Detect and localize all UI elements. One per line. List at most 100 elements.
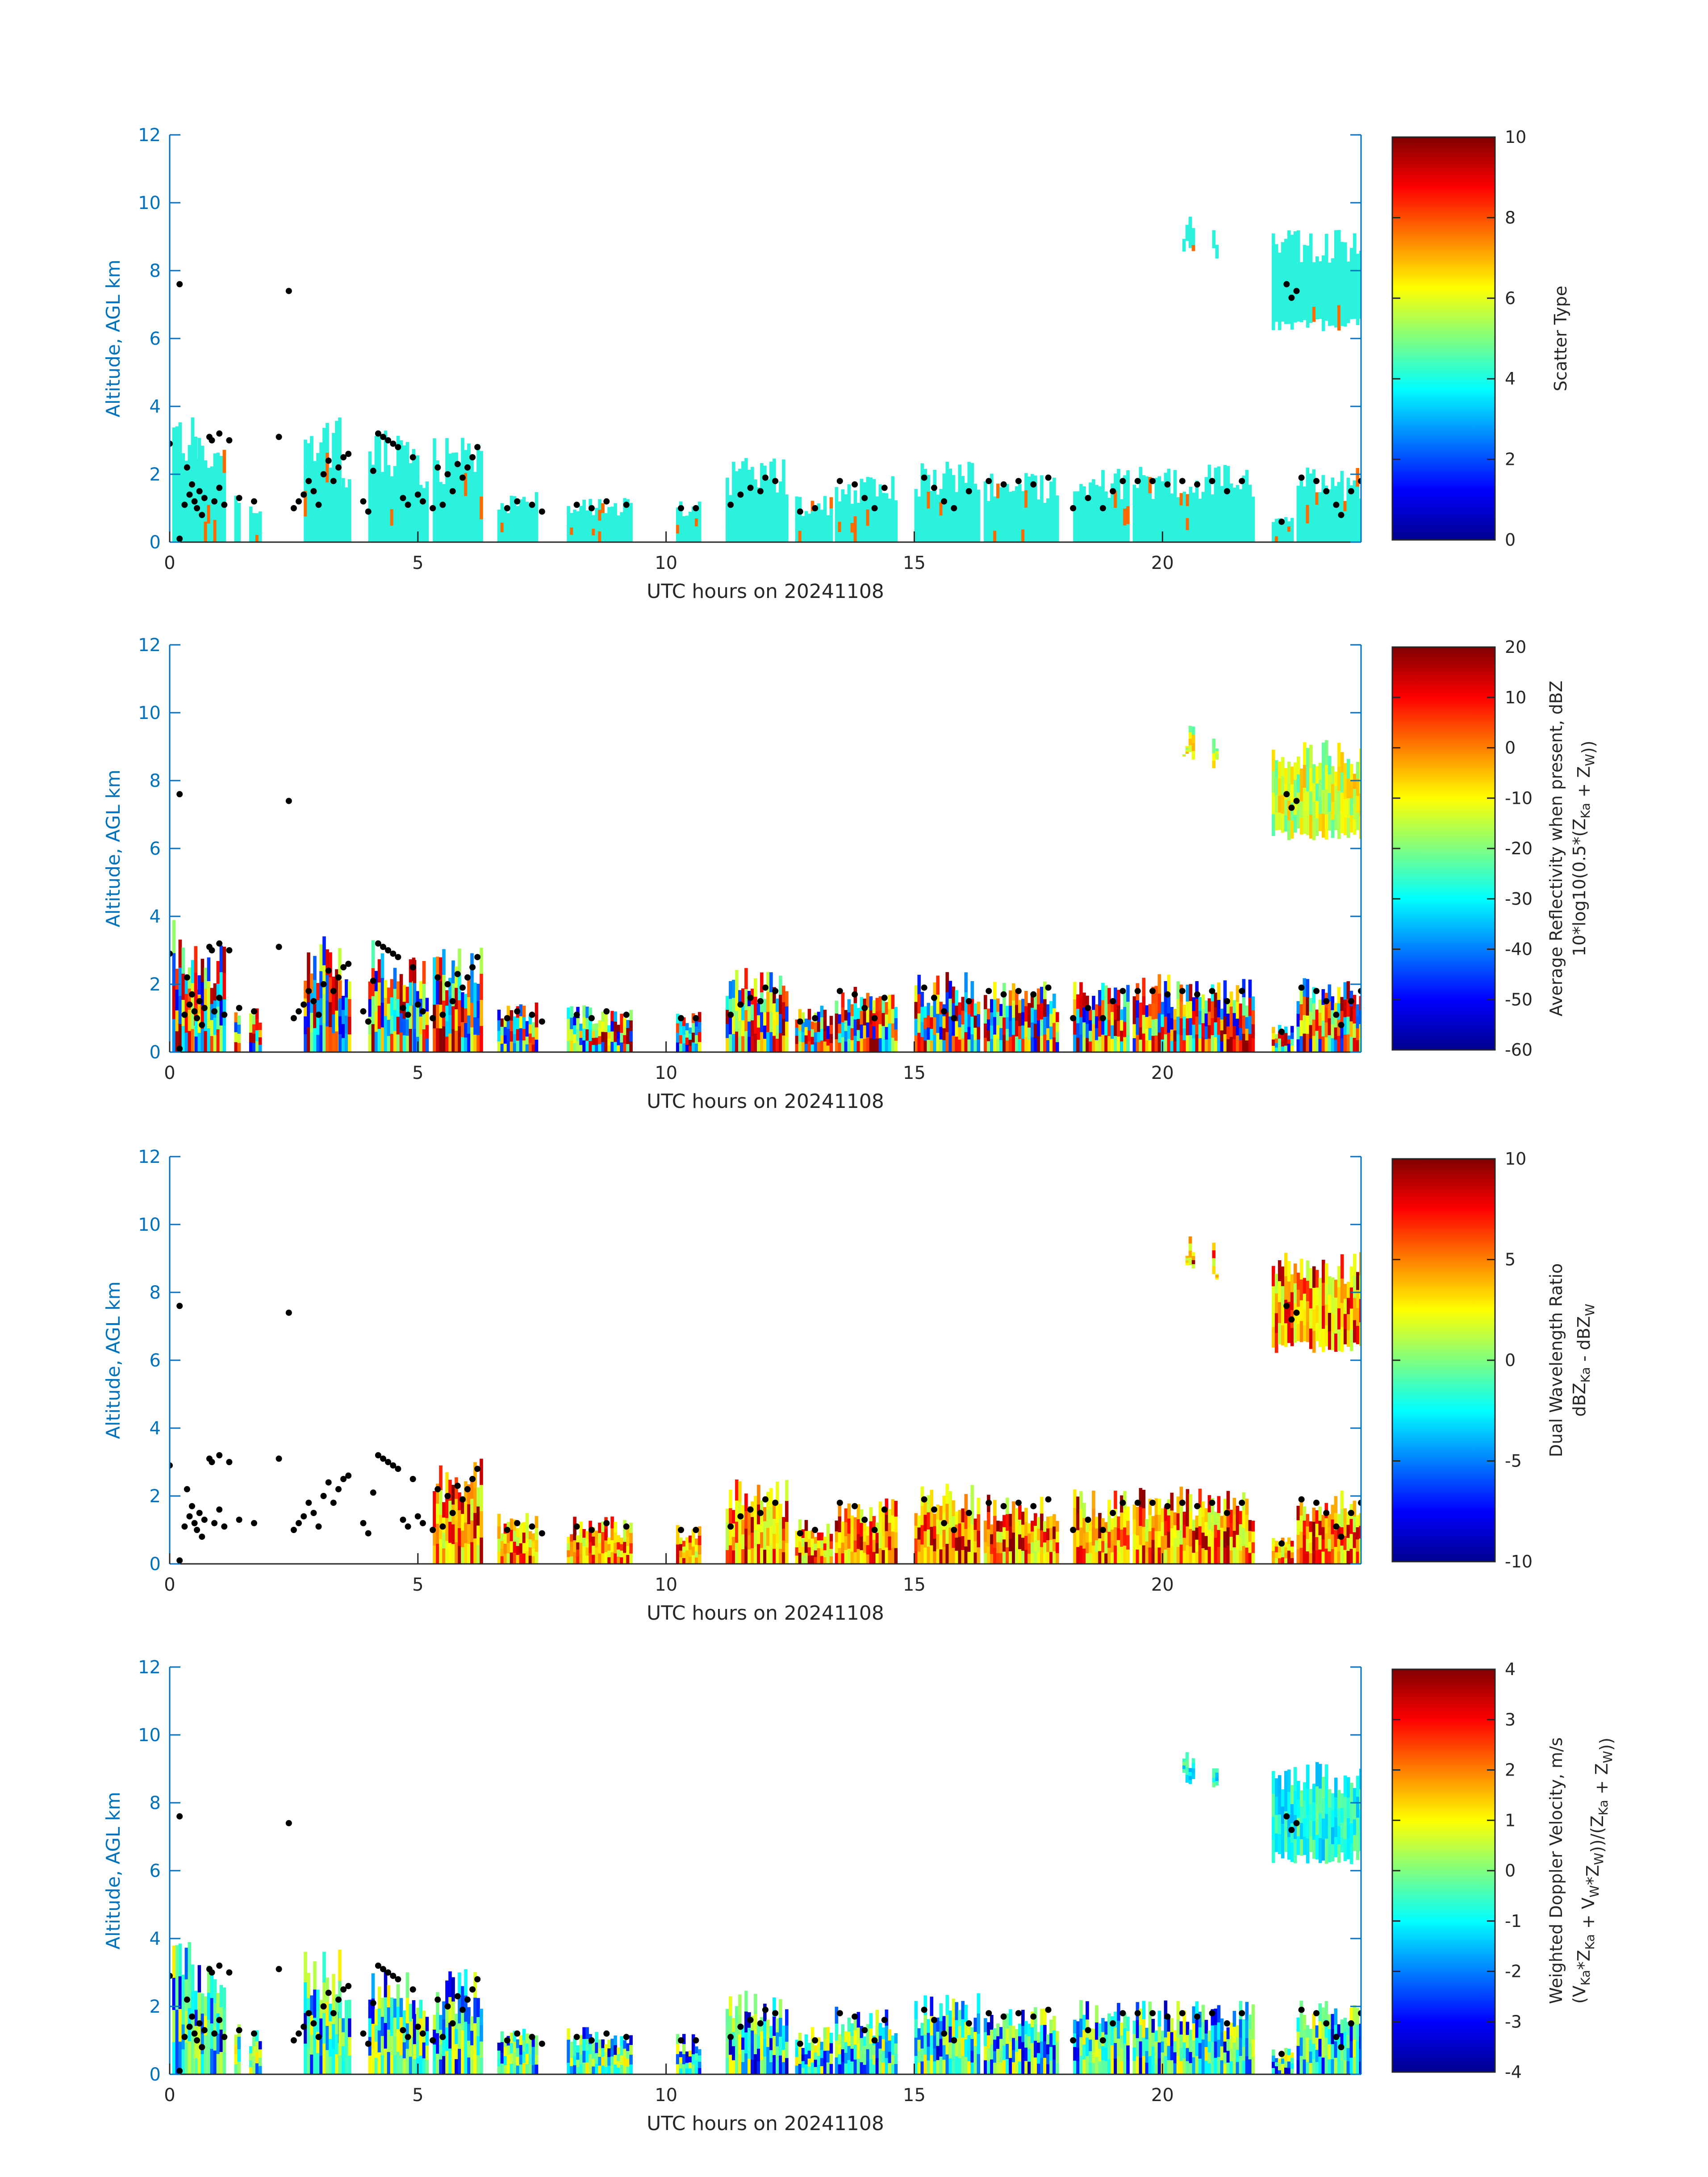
heatmap-cell [1287, 1544, 1291, 1551]
heatmap-cell [348, 1034, 351, 1052]
heatmap-cell [779, 527, 782, 542]
heatmap-cell [1223, 998, 1227, 1017]
heatmap-cell [184, 994, 188, 1014]
heatmap-cell [860, 2062, 864, 2074]
heatmap-cell [920, 1022, 924, 1037]
heatmap-cell [1271, 1039, 1275, 1046]
heatmap-cell [795, 2057, 799, 2066]
heatmap-cell [1306, 769, 1310, 792]
heatmap-cell [313, 956, 317, 980]
heatmap-cell [1215, 255, 1219, 259]
heatmap-cell [319, 2018, 323, 2038]
heatmap-cell [1212, 753, 1216, 761]
heatmap-cell [1293, 254, 1297, 277]
heatmap-cell [589, 510, 592, 521]
heatmap-cell [785, 2009, 789, 2026]
heatmap-cell [1189, 1494, 1193, 1512]
heatmap-cell [1031, 1521, 1034, 1532]
heatmap-cell [178, 512, 182, 542]
heatmap-cell [1337, 1514, 1341, 1527]
heatmap-cell [249, 2046, 253, 2054]
heatmap-cell [738, 1036, 742, 1052]
heatmap-cell [838, 511, 842, 522]
heatmap-cell [748, 1036, 751, 1052]
heatmap-cell [442, 949, 446, 975]
heatmap-cell [535, 530, 539, 542]
heatmap-cell [1321, 475, 1325, 492]
heatmap-cell [936, 1549, 940, 1564]
heatmap-cell [844, 2042, 848, 2053]
cloud-base-point [1030, 1503, 1037, 1509]
heatmap-cell [1296, 1307, 1300, 1325]
heatmap-cell [480, 1538, 483, 1564]
heatmap-cell [592, 515, 595, 522]
heatmap-cell [623, 2057, 626, 2066]
heatmap-cell [801, 1555, 805, 1564]
heatmap-cell [1232, 1013, 1236, 1027]
heatmap-cell [823, 2027, 827, 2039]
heatmap-cell [425, 1038, 429, 1052]
heatmap-cell [304, 491, 307, 517]
cloud-base-point [539, 508, 545, 515]
heatmap-cell [679, 1550, 683, 1558]
heatmap-cell [234, 2064, 238, 2074]
heatmap-cell [476, 2017, 480, 2037]
heatmap-cell [1324, 765, 1328, 790]
heatmap-cell [1324, 299, 1328, 321]
cloud-base-point [1239, 988, 1245, 994]
heatmap-cell [1349, 1287, 1353, 1309]
cloud-base-point [1030, 991, 1037, 998]
heatmap-cell [914, 985, 918, 1003]
heatmap-cell [1154, 986, 1158, 1003]
heatmap-cell [399, 517, 403, 542]
heatmap-cell [1318, 1506, 1322, 1521]
heatmap-cell [188, 1010, 192, 1032]
heatmap-cell [1126, 524, 1130, 542]
heatmap-cell [1132, 1534, 1136, 1550]
heatmap-cell [782, 2038, 785, 2051]
heatmap-cell [1117, 990, 1120, 1006]
heatmap-cell [390, 2017, 394, 2036]
heatmap-cell [881, 1522, 885, 1537]
heatmap-cell [1271, 1033, 1275, 1040]
heatmap-cell [914, 2001, 918, 2020]
cloud-base-point [251, 1008, 257, 1015]
heatmap-cell [178, 2009, 182, 2042]
heatmap-cell [1021, 1525, 1025, 1538]
heatmap-cell [1157, 1013, 1161, 1033]
heatmap-cell [682, 2064, 686, 2074]
heatmap-cell [461, 1007, 464, 1023]
heatmap-cell [629, 1533, 633, 1544]
heatmap-cell [1012, 1035, 1015, 1052]
heatmap-cell [304, 1034, 307, 1052]
heatmap-cell [1232, 1039, 1236, 1052]
heatmap-cell [522, 2040, 526, 2052]
heatmap-cell [1303, 500, 1307, 515]
heatmap-cell [847, 1039, 851, 1052]
cloud-base-point [1179, 478, 1186, 485]
heatmap-cell [1185, 233, 1189, 237]
heatmap-cell [1161, 1002, 1165, 1015]
heatmap-cell [1328, 263, 1332, 279]
heatmap-cell [853, 1019, 857, 1036]
heatmap-cell [601, 513, 605, 523]
heatmap-cell [509, 2032, 514, 2043]
heatmap-cell [304, 1016, 307, 1035]
heatmap-cell [1226, 466, 1230, 485]
heatmap-cell [255, 520, 259, 528]
heatmap-cell [1353, 1320, 1357, 1343]
heatmap-cell [1018, 484, 1022, 499]
heatmap-cell [531, 2065, 535, 2074]
heatmap-cell [258, 2057, 262, 2067]
heatmap-cell [729, 981, 732, 999]
heatmap-cell [476, 444, 480, 469]
heatmap-cell [1306, 1301, 1310, 1322]
heatmap-cell [769, 1032, 773, 1052]
heatmap-cell [885, 2058, 889, 2074]
heatmap-cell [987, 511, 990, 522]
heatmap-cell [817, 2056, 821, 2065]
heatmap-cell [1245, 1005, 1249, 1018]
heatmap-cell [939, 1002, 943, 1015]
heatmap-cell [1284, 281, 1288, 303]
